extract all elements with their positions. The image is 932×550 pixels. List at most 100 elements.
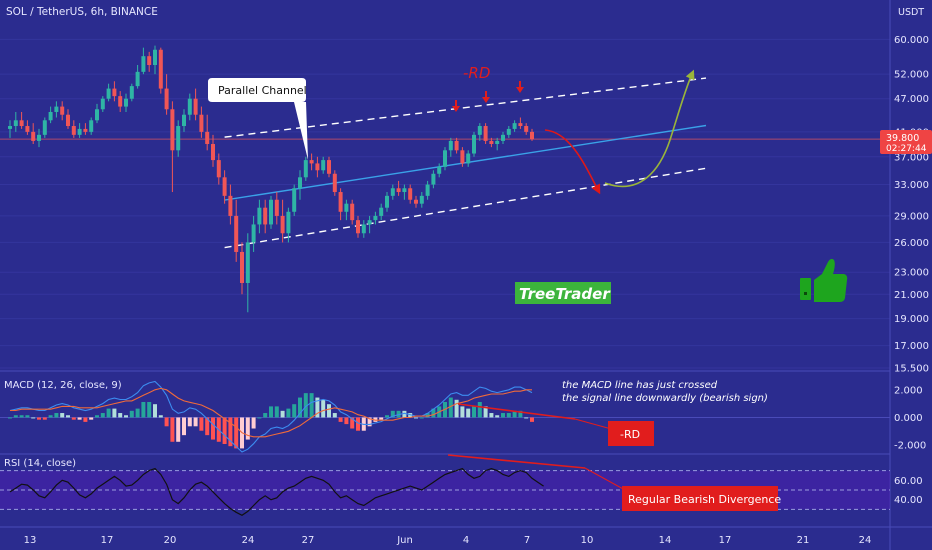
macd-histogram-bar [141,401,146,418]
candle-body [501,134,505,141]
candle-body [350,203,355,221]
candle-body [524,126,529,132]
macd-tick-label: 2.000 [894,385,923,396]
macd-histogram-bar [292,404,297,418]
candle-body [199,114,204,132]
candle-body [327,160,331,174]
macd-histogram-bar [211,417,215,440]
macd-histogram-bar [118,413,123,418]
rsi-tick-label: 40.00 [894,495,923,506]
candle-body [443,150,447,167]
price-badge-value: 39.800 [886,133,919,144]
candle-body [448,140,453,151]
candle-body [414,199,418,204]
rd-top-label: -RD [463,64,490,82]
macd-histogram-bar [135,408,140,418]
candle-body [361,224,366,234]
candle-body [164,88,169,110]
macd-histogram-bar [147,401,152,418]
candle-body [472,134,476,154]
parallel-channel-callout: Parallel Channel [208,78,308,160]
macd-histogram-bar [182,417,186,436]
down-arrow-icon [516,81,524,93]
time-tick-label: 27 [302,535,315,546]
candle-body [303,160,308,178]
macd-histogram-bar [425,413,430,418]
macd-histogram-bar [332,413,337,418]
candle-body [280,215,285,234]
candle-body [512,123,517,129]
rsi-tick-label: 60.00 [894,476,923,487]
signal-line [10,387,532,438]
candle-body [286,211,291,234]
rsi-line [9,467,544,516]
macd-histogram-bar [124,415,128,418]
candle-body [240,251,244,283]
candle-body [170,109,175,151]
candle-body [367,220,372,225]
macd-histogram-bar [477,401,482,418]
macd-histogram-bar [60,413,65,418]
macd-histogram-bar [286,408,291,418]
macd-histogram-bar [187,417,192,427]
channel-lower-line [224,167,707,249]
candle-body [518,123,523,127]
price-badge [880,130,932,154]
macd-histogram-bar [454,399,459,418]
candle-body [321,160,326,171]
price-tick-label: 23.000 [894,268,929,279]
macd-histogram-bar [13,415,18,418]
price-tick-label: 21.000 [894,290,929,301]
macd-histogram-bar [251,417,256,429]
macd-histogram-bar [414,417,418,419]
chart-title: SOL / TetherUS, 6h, BINANCE [6,6,158,18]
channel-midline [224,124,707,201]
candle-body [66,114,70,127]
macd-histogram-bar [518,410,523,418]
macd-histogram-bar [321,399,326,418]
forecast-down-path [544,129,601,195]
macd-histogram-bar [234,417,239,449]
candle-body [344,203,349,212]
candle-body [338,192,343,212]
macd-histogram-bar [257,417,262,419]
macd-histogram-bar [48,415,53,418]
rsi-divergence-line [447,454,586,469]
candle-body [315,163,320,171]
candle-body [390,188,395,196]
macd-histogram-bar [77,417,82,420]
price-tick-label: 29.000 [894,211,929,222]
macd-histogram-bar [350,417,355,429]
macd-histogram-bar [390,410,395,418]
candle-body [274,199,279,216]
rsi-divergence-box [622,486,778,511]
macd-histogram-bar [472,406,476,418]
macd-histogram-bar [315,397,320,418]
candle-body [385,195,389,208]
macd-histogram-bar [66,415,70,418]
time-tick-label: 4 [463,535,469,546]
time-tick-label: 17 [101,535,114,546]
macd-histogram-bar [25,415,30,418]
candle-body [135,71,140,87]
price-tick-label: 15.500 [894,364,929,375]
macd-histogram-bar [483,406,488,418]
candle-body [205,131,210,145]
macd-histogram [8,393,534,449]
price-tick-label: 37.000 [894,152,929,163]
price-tick-label: 33.000 [894,180,929,191]
candle-body [408,188,413,200]
time-tick-label: 21 [797,535,810,546]
macd-histogram-bar [379,417,384,420]
macd-note-line1: the MACD line has just crossed [562,380,718,391]
candle-body [309,160,314,164]
candle-body [124,98,128,107]
price-tick-label: 17.000 [894,341,929,352]
macd-histogram-bar [448,397,453,418]
macd-histogram-bar [356,417,360,431]
macd-histogram-bar [506,413,511,418]
time-tick-label: 13 [24,535,37,546]
macd-histogram-bar [54,413,59,418]
candle-body [100,98,105,110]
